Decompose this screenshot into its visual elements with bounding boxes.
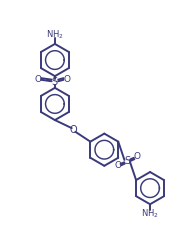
Text: O: O — [114, 161, 121, 170]
Text: NH$_2$: NH$_2$ — [141, 207, 159, 220]
Text: O: O — [34, 75, 41, 84]
Text: O: O — [63, 75, 70, 84]
Text: O: O — [70, 125, 77, 135]
Text: O: O — [133, 152, 140, 161]
Text: S: S — [52, 77, 58, 87]
Text: S: S — [124, 156, 130, 166]
Text: NH$_2$: NH$_2$ — [46, 28, 64, 41]
